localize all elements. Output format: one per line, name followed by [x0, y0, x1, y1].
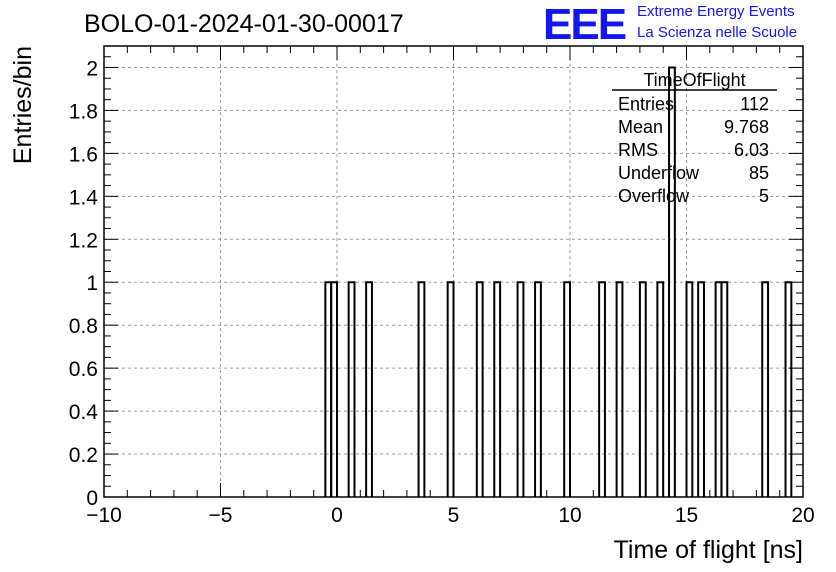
axes: −10 −5 0 5 10 15 20 0 0.2 0.4 0.6 0.8 1 1.2 1.4 1.6 1.8 2… [9, 45, 815, 564]
histogram-bin [475, 281, 484, 497]
histogram-bin [784, 281, 793, 497]
histogram-bin [417, 281, 426, 497]
histogram-bin [685, 281, 694, 497]
histogram-bin [563, 281, 571, 497]
histogram-bin [668, 66, 676, 497]
stats-label: RMS [618, 140, 658, 160]
stats-label: Entries [618, 94, 674, 114]
y-tick-label: 1.6 [69, 143, 98, 166]
histogram-bin [656, 281, 665, 497]
y-tick-label: 2 [86, 57, 98, 80]
x-tick-label: 20 [791, 504, 814, 527]
histogram-bin [598, 281, 606, 497]
y-tick-label: 0.4 [69, 401, 99, 424]
stats-label: Overflow [618, 186, 690, 206]
stats-value: 6.03 [734, 140, 769, 160]
x-tick-label: 5 [448, 504, 460, 527]
histogram-bin [720, 281, 729, 497]
y-axis-label: Entries/bin [9, 46, 37, 164]
x-tick-label: 10 [558, 504, 581, 527]
stats-value: 5 [759, 186, 769, 206]
histogram-bin [697, 281, 705, 497]
logo-line-2: La Scienza nelle Scuole [637, 24, 798, 41]
stats-value: 112 [740, 94, 769, 114]
logo-line-1: Extreme Energy Events [637, 3, 795, 20]
histogram-bin [761, 281, 770, 497]
stats-box: TimeOfFlight Entries 112 Mean 9.768 RMS 6.03 Un… [612, 70, 777, 206]
histogram-bin [516, 281, 525, 497]
y-tick-label: 1.4 [69, 186, 99, 209]
stats-value: 9.768 [724, 117, 769, 137]
y-tick-label: 0.6 [69, 358, 98, 381]
eee-logo: EEE [543, 0, 627, 49]
histogram-bin [330, 281, 338, 497]
histogram-bin [615, 281, 624, 497]
stats-value: 85 [749, 163, 769, 183]
histogram-bin [638, 281, 647, 497]
histogram-bin [446, 281, 455, 497]
stats-box-title: TimeOfFlight [643, 70, 745, 90]
y-tick-label: 0.8 [69, 315, 98, 338]
histogram-bin [534, 281, 542, 497]
chart-title: BOLO-01-2024-01-30-00017 [84, 10, 404, 38]
x-tick-label: 0 [331, 504, 343, 527]
stats-label: Underflow [618, 163, 700, 183]
x-tick-label: −5 [209, 504, 233, 527]
stats-label: Mean [618, 117, 663, 137]
y-tick-label: 1.8 [69, 100, 98, 123]
y-tick-label: 1 [86, 272, 98, 295]
histogram-bin [347, 281, 356, 497]
x-tick-label: 15 [675, 504, 698, 527]
histogram-bin [493, 281, 502, 497]
x-tick-label: −10 [86, 504, 122, 527]
histogram-bin [365, 281, 373, 497]
x-axis-label: Time of flight [ns] [614, 536, 803, 564]
y-tick-label: 0.2 [69, 444, 98, 467]
y-tick-label: 0 [86, 487, 98, 510]
histogram-bars [324, 66, 793, 497]
y-tick-label: 1.2 [69, 229, 98, 252]
